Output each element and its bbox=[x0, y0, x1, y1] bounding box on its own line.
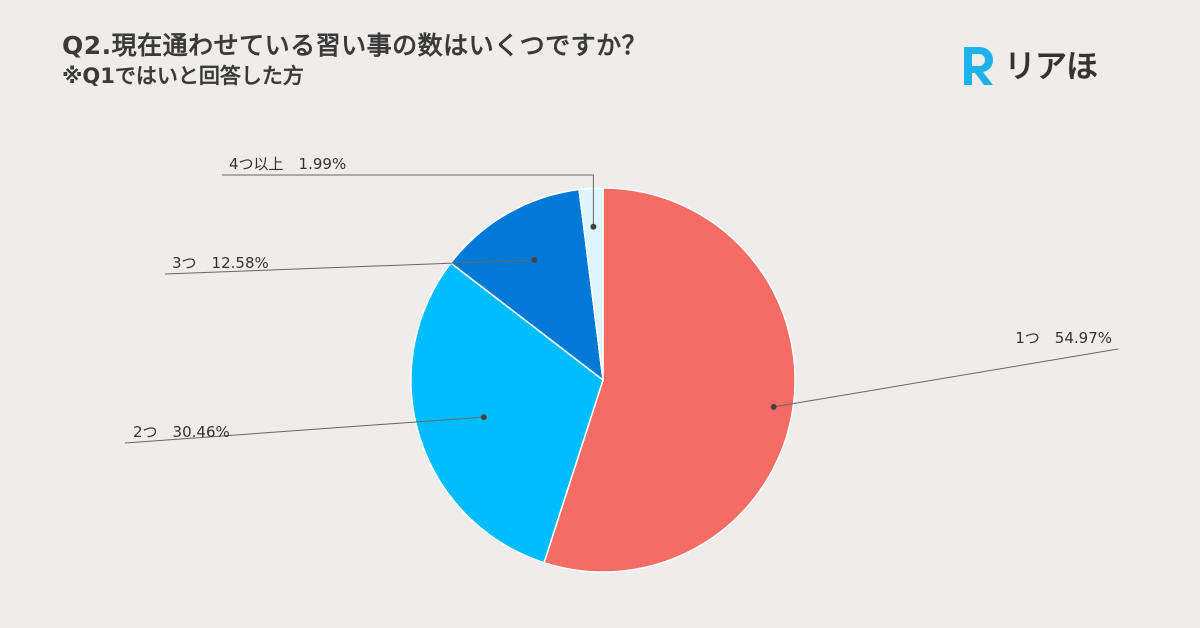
callout-line-2 bbox=[124, 416, 484, 444]
callout-line-4 bbox=[222, 174, 594, 227]
slice-label-2: 2つ 30.46% bbox=[133, 423, 230, 441]
callout-dot-4 bbox=[590, 223, 597, 230]
slice-label-1: 1つ 54.97% bbox=[1015, 329, 1112, 347]
pie-callouts: 1つ 54.97% 2つ 30.46% 3つ 12.58% 4つ以上 1.99% bbox=[124, 155, 1119, 444]
slice-label-4: 4つ以上 1.99% bbox=[229, 155, 346, 173]
pie-slice-4 bbox=[578, 187, 604, 381]
callout-dot-1 bbox=[770, 403, 777, 410]
callout-line-3 bbox=[164, 259, 535, 275]
pie-slice-3 bbox=[449, 188, 604, 382]
callout-dot-3 bbox=[531, 257, 538, 264]
chart-title-block: Q2.現在通わせている習い事の数はいくつですか？ ※Q1ではいと回答した方 bbox=[62, 30, 647, 90]
pie-slices bbox=[410, 187, 796, 573]
pie-slice-2 bbox=[410, 261, 604, 564]
chart-title: Q2.現在通わせている習い事の数はいくつですか？ bbox=[62, 31, 648, 60]
logo-text: リアほ bbox=[1004, 47, 1098, 85]
callout-line-1 bbox=[773, 348, 1119, 408]
callout-dot-2 bbox=[480, 414, 487, 421]
slice-label-3: 3つ 12.58% bbox=[172, 254, 269, 272]
logo-r-icon bbox=[964, 47, 993, 85]
brand-logo: リアほ bbox=[958, 42, 1098, 90]
chart-subtitle: ※Q1ではいと回答した方 bbox=[62, 64, 304, 88]
pie-slice-1 bbox=[543, 187, 796, 573]
